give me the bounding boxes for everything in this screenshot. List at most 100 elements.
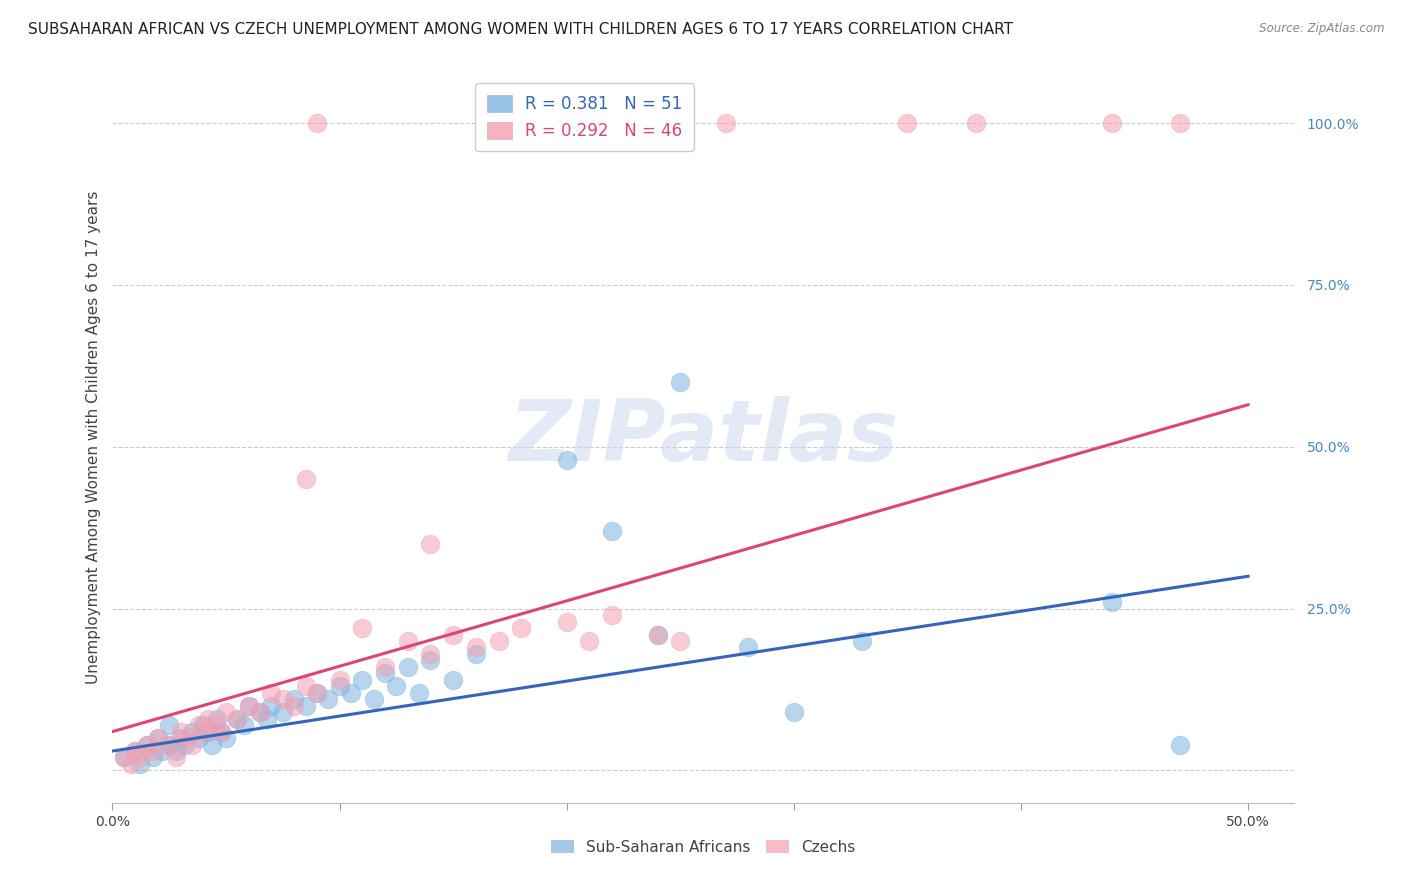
Point — [555, 116, 578, 130]
Point — [271, 692, 294, 706]
Point — [215, 705, 238, 719]
Point — [329, 673, 352, 687]
Point — [249, 705, 271, 719]
Point — [165, 750, 187, 764]
Point — [174, 731, 197, 745]
Point — [851, 634, 873, 648]
Point — [169, 724, 191, 739]
Point — [201, 738, 224, 752]
Point — [271, 705, 294, 719]
Point — [142, 750, 165, 764]
Point — [197, 724, 219, 739]
Point — [283, 698, 305, 713]
Point — [419, 537, 441, 551]
Point — [737, 640, 759, 655]
Point — [555, 615, 578, 629]
Point — [260, 686, 283, 700]
Point — [181, 724, 204, 739]
Point — [187, 731, 209, 745]
Point — [204, 718, 226, 732]
Point — [896, 116, 918, 130]
Point — [340, 686, 363, 700]
Point — [249, 705, 271, 719]
Point — [1168, 116, 1191, 130]
Point — [211, 724, 233, 739]
Point — [238, 698, 260, 713]
Point — [647, 627, 669, 641]
Point — [396, 660, 419, 674]
Point — [226, 712, 249, 726]
Point — [555, 116, 578, 130]
Point — [305, 686, 328, 700]
Point — [385, 679, 408, 693]
Point — [374, 660, 396, 674]
Point — [578, 634, 600, 648]
Text: SUBSAHARAN AFRICAN VS CZECH UNEMPLOYMENT AMONG WOMEN WITH CHILDREN AGES 6 TO 17 : SUBSAHARAN AFRICAN VS CZECH UNEMPLOYMENT… — [28, 22, 1014, 37]
Point — [181, 738, 204, 752]
Point — [419, 653, 441, 667]
Point — [1101, 595, 1123, 609]
Point — [124, 744, 146, 758]
Point — [464, 640, 486, 655]
Point — [352, 621, 374, 635]
Point — [305, 116, 328, 130]
Point — [555, 452, 578, 467]
Point — [669, 634, 692, 648]
Point — [215, 731, 238, 745]
Point — [135, 738, 157, 752]
Point — [112, 750, 135, 764]
Point — [205, 712, 228, 726]
Point — [211, 724, 233, 739]
Point — [294, 698, 316, 713]
Point — [187, 718, 209, 732]
Point — [260, 698, 283, 713]
Point — [408, 686, 430, 700]
Point — [441, 673, 464, 687]
Point — [128, 750, 150, 764]
Point — [146, 731, 169, 745]
Point — [352, 673, 374, 687]
Point — [142, 744, 165, 758]
Point — [294, 679, 316, 693]
Point — [669, 375, 692, 389]
Text: ZIPatlas: ZIPatlas — [508, 395, 898, 479]
Point — [256, 712, 278, 726]
Point — [135, 738, 157, 752]
Point — [396, 634, 419, 648]
Point — [965, 116, 987, 130]
Point — [374, 666, 396, 681]
Point — [1101, 116, 1123, 130]
Point — [120, 756, 142, 771]
Point — [197, 712, 219, 726]
Point — [441, 627, 464, 641]
Point — [112, 750, 135, 764]
Y-axis label: Unemployment Among Women with Children Ages 6 to 17 years: Unemployment Among Women with Children A… — [86, 190, 101, 684]
Point — [419, 647, 441, 661]
Point — [294, 472, 316, 486]
Point — [233, 718, 256, 732]
Point — [329, 679, 352, 693]
Point — [488, 634, 510, 648]
Point — [193, 718, 215, 732]
Legend: Sub-Saharan Africans, Czechs: Sub-Saharan Africans, Czechs — [544, 834, 862, 861]
Point — [647, 627, 669, 641]
Point — [128, 756, 150, 771]
Point — [146, 731, 169, 745]
Point — [157, 738, 180, 752]
Point — [193, 724, 215, 739]
Point — [600, 608, 623, 623]
Point — [714, 116, 737, 130]
Point — [157, 718, 180, 732]
Point — [157, 738, 180, 752]
Point — [783, 705, 806, 719]
Point — [600, 524, 623, 538]
Point — [174, 738, 197, 752]
Point — [169, 731, 191, 745]
Text: Source: ZipAtlas.com: Source: ZipAtlas.com — [1260, 22, 1385, 36]
Point — [124, 744, 146, 758]
Point — [238, 698, 260, 713]
Point — [464, 647, 486, 661]
Point — [226, 712, 249, 726]
Point — [363, 692, 385, 706]
Point — [305, 686, 328, 700]
